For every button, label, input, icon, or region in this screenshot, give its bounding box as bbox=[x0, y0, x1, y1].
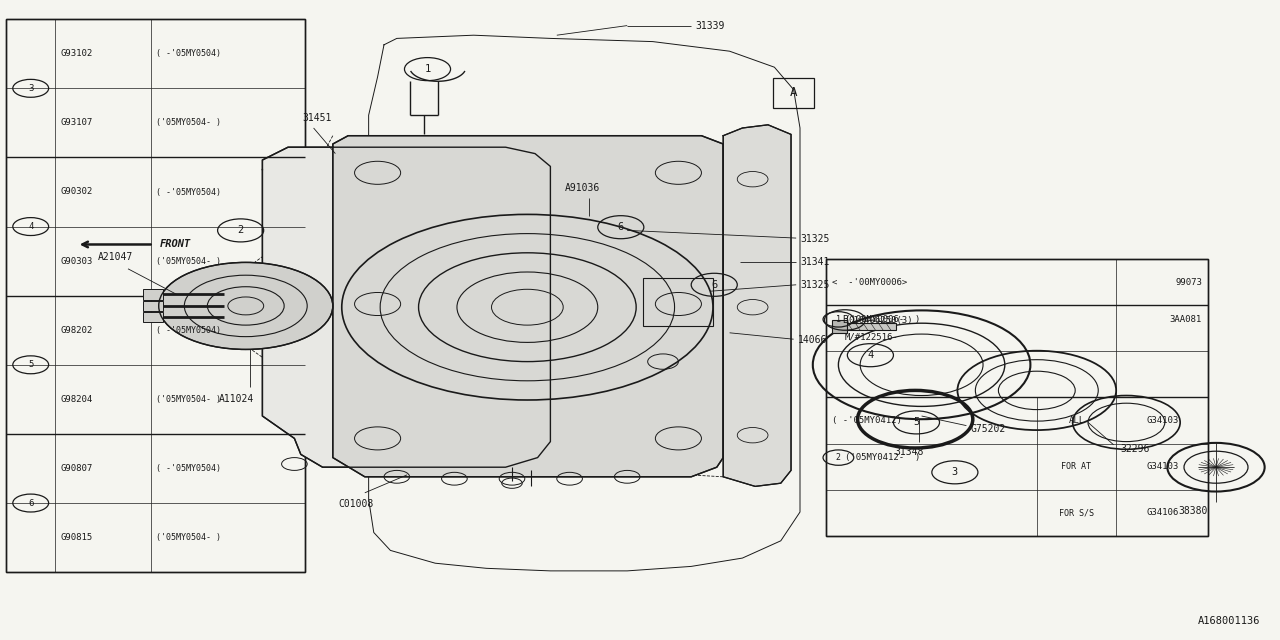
Text: 14066: 14066 bbox=[797, 335, 827, 346]
Text: 1: 1 bbox=[425, 64, 430, 74]
Circle shape bbox=[159, 262, 333, 349]
Text: ( -'05MY0504): ( -'05MY0504) bbox=[156, 49, 221, 58]
Text: G90807: G90807 bbox=[60, 464, 92, 473]
Polygon shape bbox=[262, 147, 550, 467]
Text: ALL: ALL bbox=[1069, 416, 1084, 425]
Text: G93102: G93102 bbox=[60, 49, 92, 58]
Text: FOR AT: FOR AT bbox=[1061, 462, 1092, 471]
Text: 6: 6 bbox=[28, 499, 33, 508]
Text: 3: 3 bbox=[28, 84, 33, 93]
Text: 1: 1 bbox=[836, 315, 841, 324]
Text: <  -'00MY0006>: < -'00MY0006> bbox=[832, 278, 908, 287]
Text: 2: 2 bbox=[238, 225, 243, 236]
Bar bbox=[773, 78, 814, 108]
Text: 31348: 31348 bbox=[895, 447, 923, 457]
Text: 31339: 31339 bbox=[695, 20, 724, 31]
Text: ('05MY0412-  ): ('05MY0412- ) bbox=[845, 453, 920, 462]
Bar bbox=[143, 301, 163, 311]
Polygon shape bbox=[723, 125, 791, 486]
Text: 4: 4 bbox=[28, 222, 33, 231]
Bar bbox=[143, 312, 163, 322]
Text: 6: 6 bbox=[618, 222, 623, 232]
Polygon shape bbox=[333, 136, 723, 477]
Text: ('00MY0006-  ): ('00MY0006- ) bbox=[845, 315, 920, 324]
Text: M/#122516-: M/#122516- bbox=[845, 333, 899, 342]
Text: ( -'05MY0504): ( -'05MY0504) bbox=[156, 188, 221, 196]
Text: 5: 5 bbox=[28, 360, 33, 369]
Bar bbox=[832, 320, 847, 333]
Text: 5: 5 bbox=[914, 417, 919, 428]
Text: FOR S/S: FOR S/S bbox=[1059, 508, 1094, 517]
Text: ('05MY0504- ): ('05MY0504- ) bbox=[156, 533, 221, 542]
Text: C01008: C01008 bbox=[338, 499, 374, 509]
Text: 3: 3 bbox=[952, 467, 957, 477]
Bar bbox=[845, 323, 896, 330]
Text: 2: 2 bbox=[836, 453, 841, 462]
Bar bbox=[6, 19, 305, 572]
Text: G98202: G98202 bbox=[60, 326, 92, 335]
Text: 31325: 31325 bbox=[800, 234, 829, 244]
Text: A21047: A21047 bbox=[97, 252, 133, 262]
Text: 010406250(3): 010406250(3) bbox=[849, 316, 913, 324]
Text: ('05MY0504- ): ('05MY0504- ) bbox=[156, 257, 221, 266]
Text: 31325: 31325 bbox=[800, 280, 829, 290]
Text: ( -'05MY0504): ( -'05MY0504) bbox=[156, 464, 221, 473]
Text: ( -'05MY0412): ( -'05MY0412) bbox=[832, 416, 902, 425]
Text: ( -'05MY0504): ( -'05MY0504) bbox=[156, 326, 221, 335]
Text: 31341: 31341 bbox=[800, 257, 829, 268]
Text: 6: 6 bbox=[712, 280, 717, 290]
Text: FRONT: FRONT bbox=[160, 239, 191, 250]
Text: B: B bbox=[842, 315, 847, 325]
Text: 38380: 38380 bbox=[1179, 506, 1207, 516]
Text: 3AA081: 3AA081 bbox=[1170, 315, 1202, 324]
Text: G34103: G34103 bbox=[1146, 462, 1179, 471]
Text: G90303: G90303 bbox=[60, 257, 92, 266]
Text: 31451: 31451 bbox=[303, 113, 332, 123]
Text: G98204: G98204 bbox=[60, 395, 92, 404]
Text: G75202: G75202 bbox=[970, 424, 1006, 434]
Text: 4: 4 bbox=[868, 350, 873, 360]
Text: G90302: G90302 bbox=[60, 188, 92, 196]
Text: A: A bbox=[790, 86, 797, 99]
Text: A11024: A11024 bbox=[219, 394, 255, 404]
Text: G90815: G90815 bbox=[60, 533, 92, 542]
Text: ('05MY0504- ): ('05MY0504- ) bbox=[156, 118, 221, 127]
Bar bbox=[6, 19, 305, 572]
Text: ('05MY0504- ): ('05MY0504- ) bbox=[156, 395, 221, 404]
Text: A91036: A91036 bbox=[564, 183, 600, 193]
Text: 99073: 99073 bbox=[1175, 278, 1202, 287]
Bar bbox=[826, 259, 1208, 536]
Text: 32296: 32296 bbox=[1120, 444, 1149, 454]
Text: A168001136: A168001136 bbox=[1198, 616, 1261, 626]
Bar bbox=[643, 278, 713, 326]
Text: G34106: G34106 bbox=[1146, 508, 1179, 517]
Text: G34103: G34103 bbox=[1146, 416, 1179, 425]
Text: G93107: G93107 bbox=[60, 118, 92, 127]
Bar bbox=[143, 289, 163, 300]
Bar bbox=[826, 259, 1208, 536]
